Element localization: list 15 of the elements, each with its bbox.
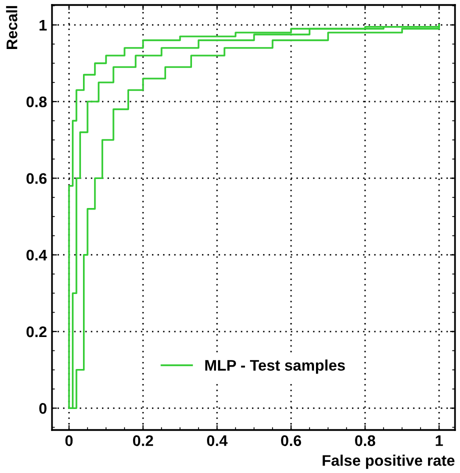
- x-axis-title: False positive rate: [322, 454, 454, 469]
- x-tick-label: 0.4: [207, 435, 228, 446]
- y-tick-label: 1: [40, 20, 47, 30]
- legend-label: MLP - Test samples: [205, 360, 345, 374]
- y-tick-label: 0.6: [26, 173, 47, 184]
- y-tick-label: 0: [39, 403, 47, 414]
- x-tick-label: 0.6: [281, 435, 302, 446]
- y-tick-label: 0.8: [26, 96, 47, 108]
- y-axis-title: Recall: [6, 6, 18, 49]
- x-tick-label: 0: [65, 435, 73, 446]
- x-tick-label: 1: [436, 435, 443, 446]
- x-tick-label: 0.2: [133, 435, 154, 446]
- x-tick-label: 0.8: [355, 435, 376, 446]
- y-tick-label: 0.2: [26, 326, 47, 338]
- y-tick-label: 0.4: [26, 250, 48, 261]
